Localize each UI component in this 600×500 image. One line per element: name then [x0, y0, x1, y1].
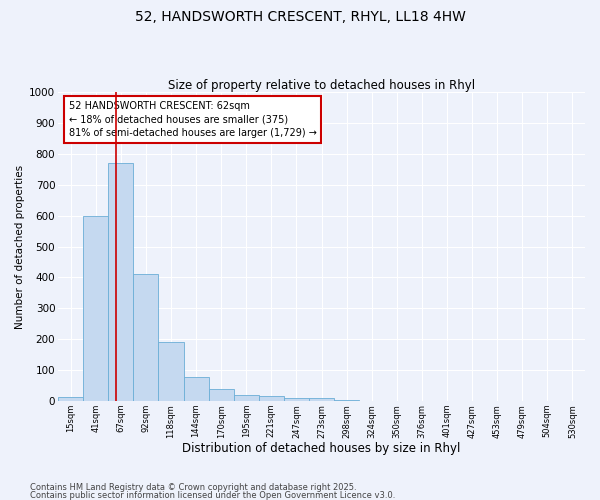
Bar	[284, 398, 309, 401]
Y-axis label: Number of detached properties: Number of detached properties	[15, 164, 25, 328]
Bar	[133, 274, 158, 401]
Bar	[108, 163, 133, 401]
Text: Contains public sector information licensed under the Open Government Licence v3: Contains public sector information licen…	[30, 490, 395, 500]
X-axis label: Distribution of detached houses by size in Rhyl: Distribution of detached houses by size …	[182, 442, 461, 455]
Title: Size of property relative to detached houses in Rhyl: Size of property relative to detached ho…	[168, 79, 475, 92]
Bar	[234, 396, 259, 401]
Bar	[259, 396, 284, 401]
Text: 52 HANDSWORTH CRESCENT: 62sqm
← 18% of detached houses are smaller (375)
81% of : 52 HANDSWORTH CRESCENT: 62sqm ← 18% of d…	[68, 102, 316, 138]
Bar	[184, 377, 209, 401]
Bar	[158, 342, 184, 401]
Bar	[83, 216, 108, 401]
Bar	[309, 398, 334, 401]
Bar	[334, 400, 359, 401]
Text: Contains HM Land Registry data © Crown copyright and database right 2025.: Contains HM Land Registry data © Crown c…	[30, 484, 356, 492]
Bar	[58, 398, 83, 401]
Bar	[209, 388, 234, 401]
Text: 52, HANDSWORTH CRESCENT, RHYL, LL18 4HW: 52, HANDSWORTH CRESCENT, RHYL, LL18 4HW	[134, 10, 466, 24]
